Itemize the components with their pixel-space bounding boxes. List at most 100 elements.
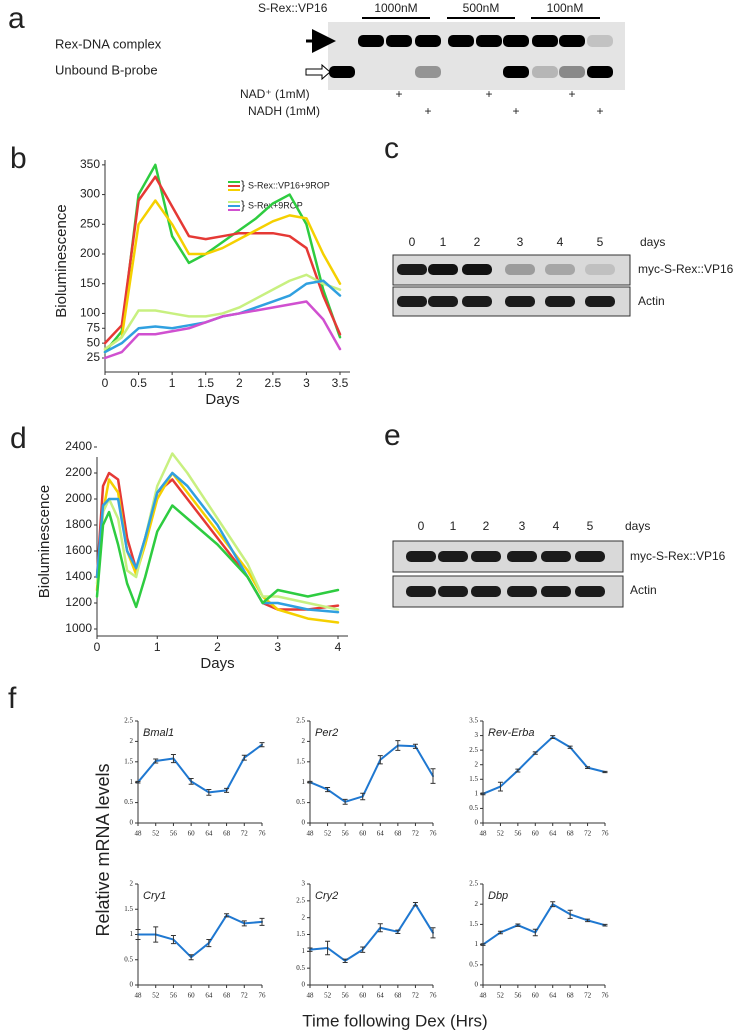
x-tick-label: 2.5 (265, 376, 282, 390)
lane-label: 5 (597, 235, 604, 249)
y-tick-label: 2000 (65, 491, 92, 505)
x-tick-label: 56 (170, 830, 178, 838)
gel-band (503, 66, 529, 78)
error-bar (585, 918, 591, 923)
error-bar (567, 745, 573, 749)
x-tick-label: 48 (480, 830, 488, 838)
error-bar (550, 901, 556, 908)
x-tick-label: 48 (307, 992, 315, 1000)
y-tick-label: 2.5 (296, 717, 305, 725)
plus: + (395, 87, 402, 101)
x-tick-label: 68 (223, 992, 231, 1000)
y-tick-label: 300 (80, 187, 100, 201)
error-bar (430, 768, 436, 784)
y-tick-label: 1200 (65, 595, 92, 609)
blot-band (541, 551, 571, 562)
hollow-arrow (305, 63, 331, 81)
x-tick-label: 68 (567, 830, 575, 838)
y-tick-label: 75 (87, 320, 101, 334)
error-bar (412, 743, 418, 749)
gel-band (503, 35, 529, 47)
lane-label: 3 (519, 519, 526, 533)
y-tick-label: 1.5 (296, 757, 305, 765)
gel-band (559, 35, 585, 47)
y-tick-label: 2 (302, 913, 306, 921)
x-tick-label: 76 (430, 830, 438, 838)
x-tick-label: 60 (532, 992, 540, 1000)
x-tick-label: 60 (188, 992, 196, 1000)
blot-band (507, 551, 537, 562)
error-bar (325, 940, 331, 956)
gel-band (386, 35, 412, 47)
gel-band (532, 66, 558, 78)
x-tick-label: 2 (236, 376, 243, 390)
error-bar (241, 920, 247, 927)
blot-band (397, 296, 427, 307)
x-tick-label: 76 (259, 992, 267, 1000)
y-tick-label: 1 (130, 930, 134, 938)
x-tick-label: 3.5 (332, 376, 349, 390)
x-tick-label: 2 (214, 640, 221, 654)
error-bar (135, 928, 141, 941)
y-tick-label: 1 (302, 947, 306, 955)
x-axis-label: Days (205, 391, 239, 408)
blot-band (438, 586, 468, 597)
error-bar (377, 755, 383, 765)
error-bar (224, 913, 230, 918)
treatment-label: NAD⁺ (1mM) (240, 87, 310, 101)
series-line (103, 273, 342, 351)
blot-label: myc-S-Rex::VP16 (638, 262, 734, 276)
error-bar (515, 923, 521, 927)
y-tick-label: 2200 (65, 465, 92, 479)
y-tick-label: 0 (130, 819, 134, 827)
y-tick-label: 2 (302, 737, 306, 745)
series-line (95, 471, 340, 611)
series-line (482, 903, 606, 946)
series-line (103, 163, 342, 354)
blot-band (428, 264, 458, 275)
plus: + (512, 104, 519, 118)
lane-label: 4 (553, 519, 560, 533)
error-bar (342, 958, 348, 963)
blot-band (575, 551, 605, 562)
x-tick-label: 64 (377, 830, 385, 838)
plus: + (568, 87, 575, 101)
y-tick-label: 1.5 (469, 775, 478, 783)
blot-label: myc-S-Rex::VP16 (630, 549, 726, 563)
blot-band (462, 296, 492, 307)
series-line (309, 903, 434, 962)
error-bar (153, 926, 159, 943)
gel-band (448, 35, 474, 47)
y-tick-label: 3.5 (469, 717, 478, 725)
chart-title: Cry2 (315, 890, 338, 902)
x-tick-label: 68 (394, 992, 402, 1000)
lane-label: 3 (517, 235, 524, 249)
y-tick-label: 1.5 (296, 930, 305, 938)
y-tick-label: 0.5 (296, 798, 305, 806)
x-tick-label: 52 (324, 992, 332, 1000)
error-bar (206, 789, 212, 796)
y-tick-label: 350 (80, 157, 100, 171)
x-tick-label: 52 (152, 830, 160, 838)
x-axis-label: Days (200, 655, 234, 672)
lane-label: 1 (440, 235, 447, 249)
x-tick-label: 68 (223, 830, 231, 838)
blot-band (545, 264, 575, 275)
x-tick-label: 68 (394, 830, 402, 838)
x-tick-label: 0 (94, 640, 101, 654)
error-bar (395, 740, 401, 751)
error-bar (532, 928, 538, 937)
lane-label: 4 (557, 235, 564, 249)
y-tick-label: 2 (130, 737, 134, 745)
concentration-label: 500nM (463, 1, 500, 15)
y-tick-label: 0 (302, 981, 306, 989)
error-bar (567, 909, 573, 919)
chart-title: Dbp (488, 890, 508, 902)
chart-title: Rev-Erba (488, 727, 534, 739)
error-bar (430, 927, 436, 939)
lane-label: 2 (483, 519, 490, 533)
x-tick-label: 72 (412, 830, 420, 838)
blot-label: Actin (630, 583, 657, 597)
blot-band (575, 586, 605, 597)
